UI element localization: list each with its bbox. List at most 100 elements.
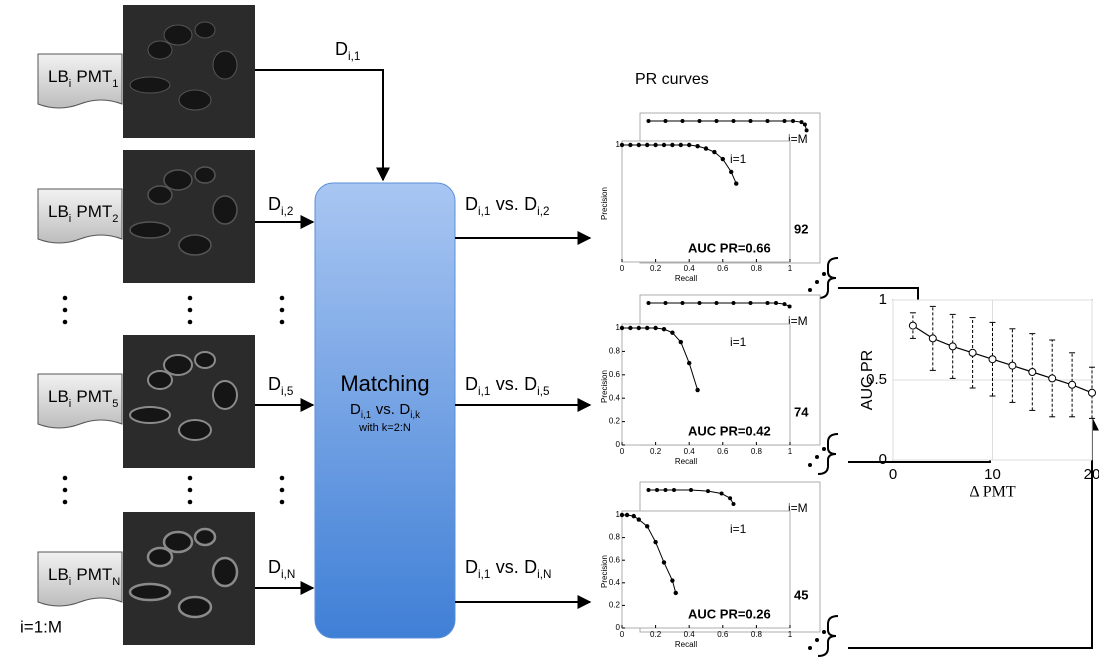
back-pr-point xyxy=(720,492,724,496)
image-texture xyxy=(148,186,172,204)
pr-point xyxy=(695,388,699,392)
back-pr-point xyxy=(698,119,702,123)
y-tick-label: 0 xyxy=(616,623,621,632)
auc-point xyxy=(1089,389,1096,396)
image-texture xyxy=(195,167,215,183)
y-tick-label: 0 xyxy=(879,451,887,468)
descriptor-label: Di,1 xyxy=(335,39,360,63)
image-texture xyxy=(130,407,170,423)
input-label-part: PMT xyxy=(76,565,112,584)
y-axis-label: Precision xyxy=(600,187,609,220)
matching-title: Matching xyxy=(340,371,429,396)
auc-point xyxy=(1009,362,1016,369)
x-tick-label: 0 xyxy=(620,264,625,273)
pr-point xyxy=(704,146,708,150)
back-pr-point xyxy=(774,301,778,305)
pr-point xyxy=(620,513,624,517)
pr-point xyxy=(653,326,657,330)
input-label-sub: i xyxy=(69,213,71,225)
pr-point xyxy=(628,143,632,147)
auc-point xyxy=(929,335,936,342)
pr-point xyxy=(625,513,629,517)
back-pr-point xyxy=(664,488,668,492)
loop-label: i=1:M xyxy=(20,617,62,636)
back-pr-point xyxy=(766,119,770,123)
pr-point xyxy=(653,540,657,544)
y-tick-label: 0.2 xyxy=(609,417,621,426)
descriptor-label-sub: i,5 xyxy=(281,385,294,398)
auc-point xyxy=(1029,369,1036,376)
front-label: i=1 xyxy=(730,335,747,349)
pr-point xyxy=(662,327,666,331)
x-tick-label: 0.4 xyxy=(684,447,696,456)
x-tick-label: 0.6 xyxy=(717,630,729,639)
input-label-sub: i xyxy=(69,78,71,90)
matching-formula-part: vs. xyxy=(376,401,395,418)
y-tick-label: 1 xyxy=(616,323,621,332)
image-texture xyxy=(195,352,215,368)
pr-point xyxy=(712,150,716,154)
matching-formula-part: D xyxy=(350,401,361,418)
x-tick-label: 1 xyxy=(788,630,793,639)
comparison-label-part: vs. xyxy=(496,557,519,577)
back-label: i=M xyxy=(788,501,808,515)
y-tick-label: 0.6 xyxy=(609,370,621,379)
y-tick-label: 1 xyxy=(616,510,621,519)
comparison-label-sub: i,1 xyxy=(478,205,490,218)
x-tick-label: 0 xyxy=(889,466,897,483)
back-pr-point xyxy=(672,488,676,492)
auc-point xyxy=(989,356,996,363)
count-label: 74 xyxy=(794,404,809,419)
image-texture xyxy=(179,90,211,110)
back-pr-point xyxy=(647,488,651,492)
input-label-part: LB xyxy=(48,387,69,406)
pr-point xyxy=(670,578,674,582)
back-pr-point xyxy=(749,119,753,123)
x-axis-label: Recall xyxy=(675,640,697,649)
x-tick-label: 0.4 xyxy=(684,264,696,273)
pr-point xyxy=(674,591,678,595)
y-tick-label: 0.6 xyxy=(609,555,621,564)
y-tick-label: 0.8 xyxy=(609,533,621,542)
x-tick-label: 0 xyxy=(620,447,625,456)
back-label: i=M xyxy=(788,132,808,146)
y-tick-label: 0.8 xyxy=(609,347,621,356)
comparison-label-part: D xyxy=(524,557,537,577)
image-texture xyxy=(195,22,215,38)
back-pr-point xyxy=(732,301,736,305)
matching-title-part: Matching xyxy=(340,371,429,396)
descriptor-label-part: D xyxy=(268,374,281,394)
pr-point xyxy=(687,143,691,147)
back-pr-point xyxy=(681,119,685,123)
auc-point xyxy=(1049,375,1056,382)
pr-point xyxy=(721,157,725,161)
back-pr-point xyxy=(664,119,668,123)
image-texture xyxy=(179,420,211,440)
pr-point xyxy=(620,326,624,330)
back-pr-point xyxy=(655,488,659,492)
descriptor-label-part: D xyxy=(268,194,281,214)
auc-point xyxy=(1069,381,1076,388)
pr-point xyxy=(695,144,699,148)
pr-point xyxy=(679,143,683,147)
descriptor-label: Di,N xyxy=(268,557,295,581)
pr-point xyxy=(687,361,691,365)
back-pr-point xyxy=(698,301,702,305)
descriptor-label-sub: i,N xyxy=(281,568,295,581)
x-tick-label: 0.4 xyxy=(684,630,696,639)
matching-formula-part: D xyxy=(399,401,410,418)
pr-point xyxy=(637,517,641,521)
pr-point xyxy=(645,143,649,147)
auc-point xyxy=(949,343,956,350)
back-pr-point xyxy=(732,502,736,506)
back-pr-point xyxy=(689,488,693,492)
comparison-label-part: D xyxy=(465,374,478,394)
x-tick-label: 0.8 xyxy=(751,630,763,639)
auc-label: AUC PR=0.42 xyxy=(688,423,771,438)
comparison-label-sub: i,1 xyxy=(478,568,490,581)
x-tick-label: 0.2 xyxy=(650,447,662,456)
comparison-label-sub: i,2 xyxy=(537,205,549,218)
auc-point xyxy=(969,349,976,356)
diagram: PR curves i=1:M LBiPMT1Di,1LBiPMT2Di,2LB… xyxy=(0,0,1099,657)
